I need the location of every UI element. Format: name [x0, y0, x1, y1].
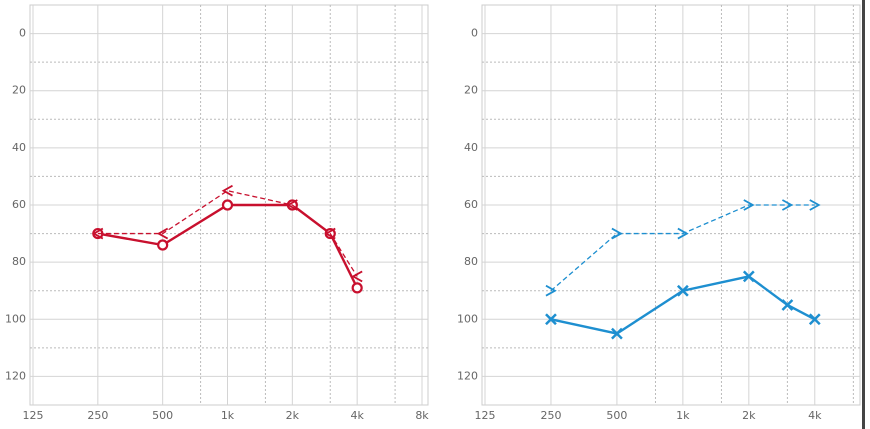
marker-shape [677, 227, 689, 240]
y-tick-label: 120 [457, 369, 478, 382]
data-point [221, 184, 233, 197]
data-point [676, 284, 689, 297]
marker-shape [157, 239, 169, 251]
marker-shape [809, 199, 821, 211]
marker-shape [545, 313, 557, 326]
data-point [781, 299, 794, 311]
marker-shape [351, 282, 363, 294]
marker-shape [545, 284, 557, 297]
x-tick-label: 4k [350, 409, 364, 422]
x-tick-label: 4k [808, 409, 822, 422]
series-line [550, 275, 816, 335]
marker-shape [743, 199, 755, 211]
y-tick-label: 60 [12, 198, 26, 211]
y-tick-label: 20 [12, 84, 26, 97]
data-point [781, 199, 794, 211]
y-tick-label: 120 [5, 369, 26, 382]
data-point [221, 199, 234, 211]
data-point [808, 313, 821, 326]
y-tick-label: 100 [5, 312, 26, 325]
data-point [809, 199, 821, 211]
data-point [91, 227, 104, 240]
y-tick-label: 80 [12, 255, 26, 268]
y-tick-label: 0 [471, 27, 478, 40]
scrollbar [862, 0, 865, 429]
y-tick-label: 20 [464, 84, 478, 97]
data-point [286, 199, 298, 211]
x-tick-label: 2k [286, 409, 300, 422]
y-tick-label: 80 [464, 255, 478, 268]
y-tick-label: 40 [12, 141, 26, 154]
y-tick-label: 0 [19, 27, 26, 40]
series-line [97, 190, 358, 277]
data-point [677, 227, 689, 240]
data-point [611, 327, 623, 340]
marker-shape [286, 199, 298, 211]
marker-shape [742, 270, 755, 283]
x-tick-label: 8k [415, 409, 429, 422]
data-point [611, 227, 623, 240]
y-tick-label: 100 [457, 312, 478, 325]
marker-shape [156, 227, 169, 240]
data-point [743, 199, 755, 211]
data-point [156, 227, 169, 240]
marker-shape [221, 199, 234, 211]
marker-shape [781, 199, 794, 211]
y-tick-label: 40 [464, 141, 478, 154]
series-line [97, 203, 359, 289]
data-point [324, 227, 336, 240]
marker-shape [221, 184, 233, 197]
x-tick-label: 250 [540, 409, 561, 422]
marker-shape [351, 270, 363, 283]
marker-shape [611, 227, 623, 240]
data-point [351, 282, 363, 294]
marker-shape [676, 284, 689, 297]
data-point [351, 270, 363, 283]
x-tick-label: 500 [152, 409, 173, 422]
marker-shape [324, 227, 336, 240]
x-tick-label: 125 [23, 409, 44, 422]
y-tick-label: 60 [464, 198, 478, 211]
x-tick-label: 500 [606, 409, 627, 422]
data-point [545, 313, 557, 326]
data-point [545, 284, 557, 297]
data-point [742, 270, 755, 283]
marker-shape [611, 327, 623, 340]
x-tick-label: 2k [742, 409, 756, 422]
data-point [157, 239, 169, 251]
marker-shape [781, 299, 794, 311]
x-tick-label: 1k [221, 409, 235, 422]
marker-shape [808, 313, 821, 326]
x-tick-label: 250 [87, 409, 108, 422]
x-tick-label: 125 [475, 409, 496, 422]
marker-shape [91, 227, 104, 240]
x-tick-label: 1k [676, 409, 690, 422]
